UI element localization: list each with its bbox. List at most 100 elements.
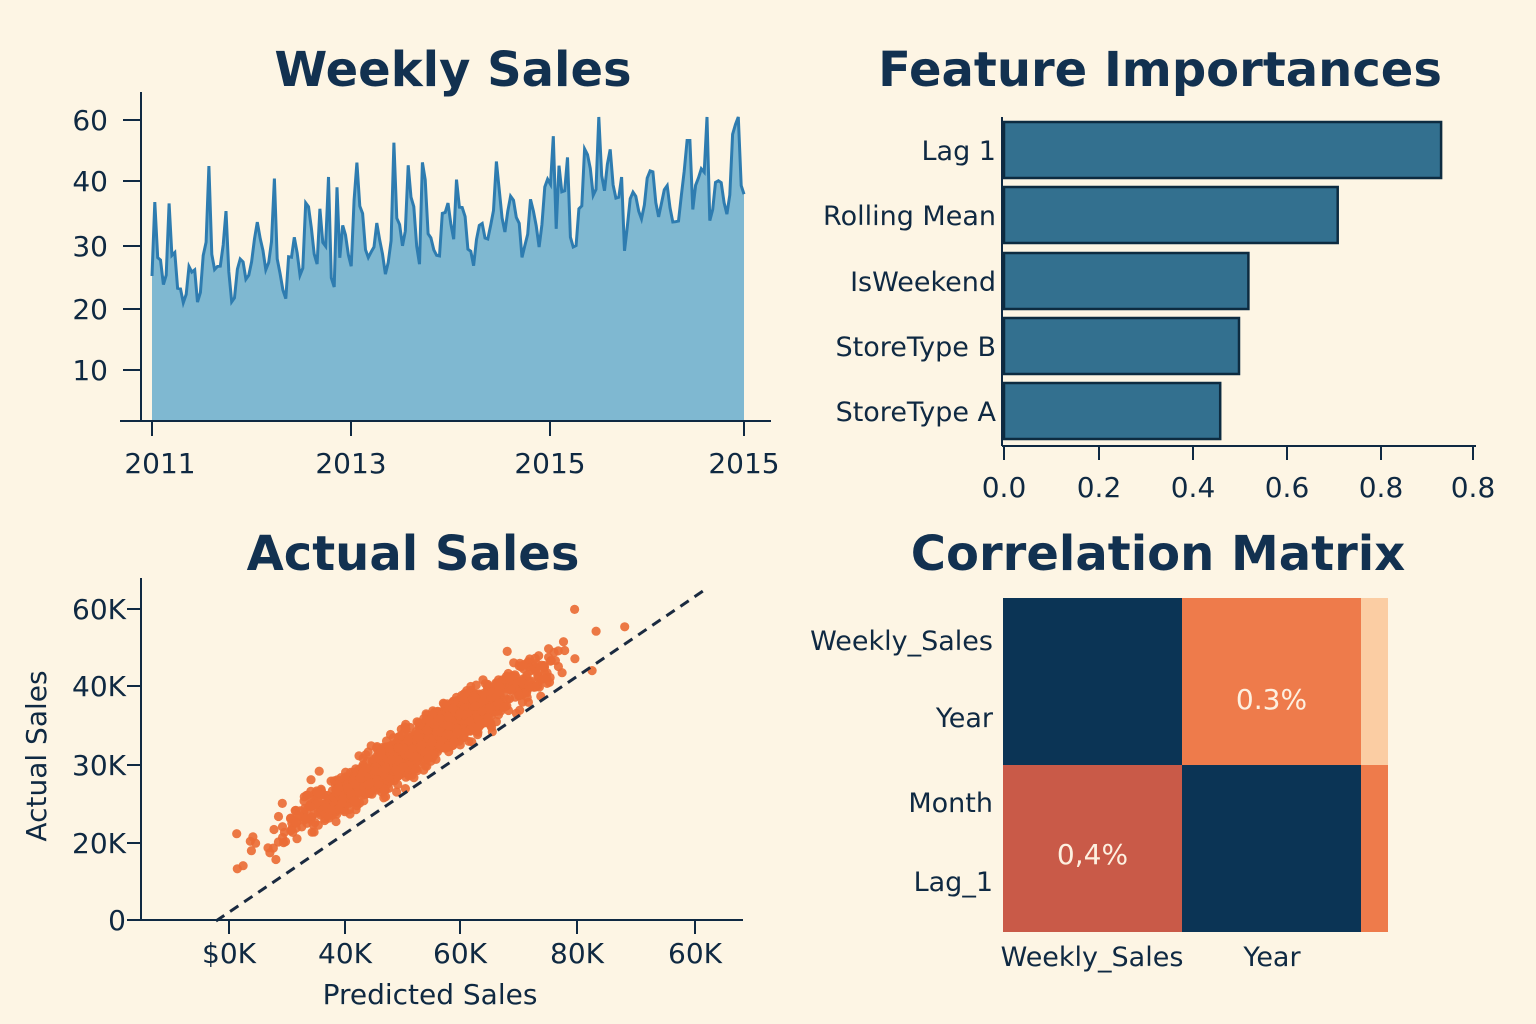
actual-sales-panel: Actual Sales 0 20K 30K 40K 60K $0K 40K 60K 80K 6… [20,526,743,1011]
x-tick-label: 60K [433,937,488,970]
heatmap-col-label: Weekly_Sales [1001,942,1184,973]
x-tick-label: 0.6 [1265,471,1310,504]
scatter-point [333,783,343,794]
x-tick-label: 2015 [708,447,779,480]
scatter-point [403,735,413,745]
scatter-point [305,802,315,812]
scatter-point [313,796,323,807]
heatmap-cell [1182,598,1361,765]
y-tick-label: 20K [72,827,127,860]
y-tick-label: 20 [72,293,108,326]
scatter-point [570,604,580,615]
scatter-point [336,773,346,783]
scatter-point [349,796,359,806]
heatmap-cell [1003,765,1182,932]
scatter-point [404,749,414,759]
scatter-point [238,861,248,871]
feature-importances-title: Feature Importances [878,42,1442,98]
reference-line [215,587,707,923]
scatter-point [286,826,296,836]
scatter-point [309,827,319,837]
scatter-point [499,702,509,713]
scatter-point [398,762,409,772]
weekly-sales-area [152,117,744,421]
feature-importances-panel: Feature Importances Lag 1 Rolling Mean IsW… [823,42,1495,504]
scatter-point [363,780,373,790]
x-tick-label: 0.4 [1171,471,1216,504]
scatter-point [345,809,355,819]
scatter-point [381,792,391,802]
scatter-point [301,814,311,824]
scatter-point [514,690,524,701]
scatter-point [459,690,469,700]
bar [1002,316,1241,376]
scatter-point [423,753,433,764]
scatter-point [265,848,275,858]
x-tick-label: 0.2 [1077,471,1122,504]
scatter-point [376,750,386,760]
scatter-point [467,737,477,747]
scatter-point [246,846,256,856]
scatter-point [444,721,454,731]
x-tick-label: 80K [550,937,605,970]
actual-sales-ylabel: Actual Sales [20,670,53,841]
scatter-point [386,755,397,765]
scatter-point [435,713,445,724]
scatter-point [427,737,437,748]
scatter-point [448,703,458,714]
scatter-point [409,773,419,783]
scatter-point [570,654,580,664]
scatter-point [299,796,309,806]
scatter-point [522,670,532,680]
x-tick-label: 0.8 [1451,471,1496,504]
scatter-point [505,673,515,683]
scatter-point [414,732,424,742]
scatter-point [480,679,490,689]
y-tick-label: 10 [72,354,108,387]
bar-category-label: Lag 1 [922,136,997,167]
scatter-point [355,773,365,783]
heatmap-cell [1003,598,1182,765]
scatter-point [560,645,570,656]
x-tick-label: $0K [202,937,257,970]
scatter-point [530,653,540,663]
x-tick-label: 0.0 [982,471,1027,504]
scatter-point [373,779,383,789]
scatter-point [232,829,242,839]
scatter-point [359,796,369,806]
scatter-point [269,824,279,835]
scatter-point [465,716,475,727]
scatter-point [620,622,630,632]
x-tick-label: 60K [668,937,723,970]
scatter-point [365,788,375,799]
scatter-point [422,725,432,736]
scatter-point [309,809,319,819]
scatter-point [443,712,453,722]
scatter-point [251,838,261,848]
scatter-point [292,834,302,844]
heatmap-row-label: Month [908,788,993,819]
scatter-point [306,775,316,785]
weekly-sales-title: Weekly Sales [274,42,631,98]
heatmap-row-label: Year [935,703,994,734]
scatter-point [273,811,284,822]
scatter-point [361,763,371,773]
y-tick-label: 30K [72,749,127,782]
scatter-point [550,656,561,666]
heatmap-row-label: Weekly_Sales [810,626,993,657]
scatter-point [392,787,402,797]
scatter-point [312,788,322,798]
scatter-point [271,854,281,865]
heatmap-cell [1361,765,1388,932]
scatter-point [509,658,519,668]
x-tick-label: 0.8 [1359,471,1404,504]
bar [1002,381,1222,441]
bar [1002,185,1339,245]
x-tick-label: 2011 [124,447,195,480]
x-tick-label: 40K [318,937,373,970]
scatter-point [455,709,465,719]
scatter-point [544,652,554,662]
heatmap-cell [1361,598,1388,765]
heatmap-cell-label: 0,4% [1057,838,1128,871]
scatter-point [354,751,364,761]
